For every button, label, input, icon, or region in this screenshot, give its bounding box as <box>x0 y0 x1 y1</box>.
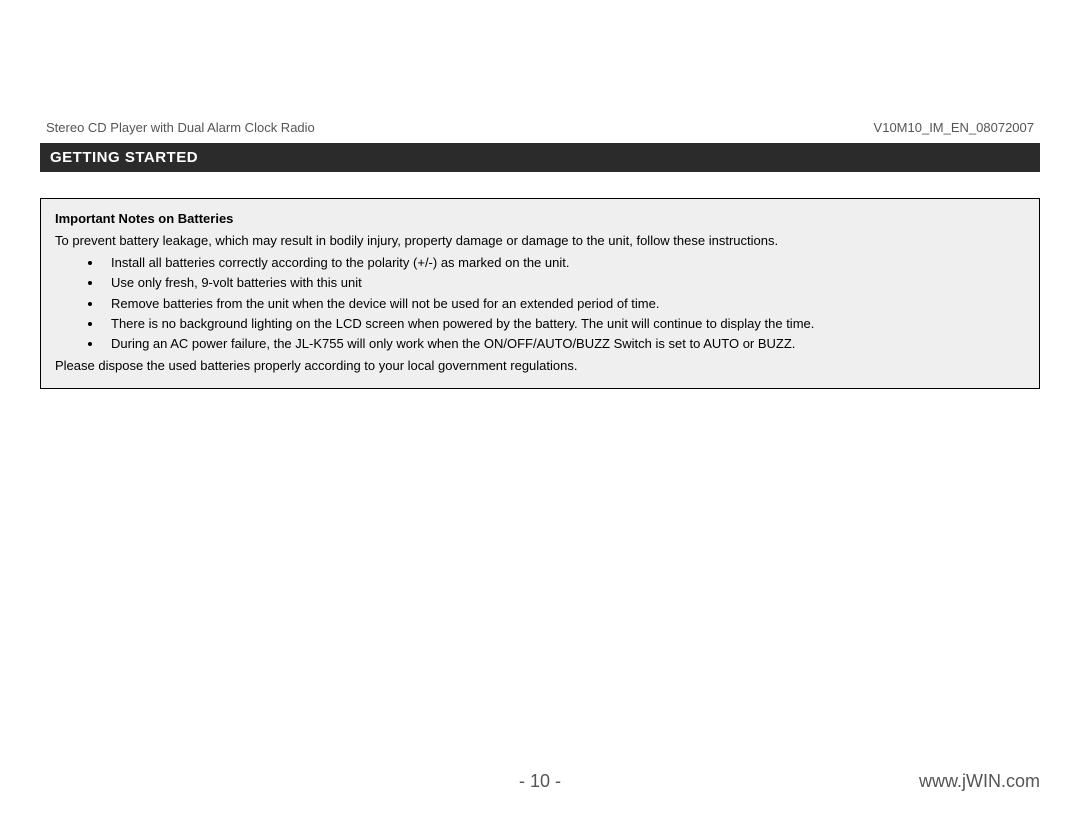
notes-outro-text: Please dispose the used batteries proper… <box>55 356 1025 376</box>
page-footer: - 10 - www.jWIN.com <box>40 771 1040 792</box>
notes-heading: Important Notes on Batteries <box>55 209 1025 229</box>
list-item: There is no background lighting on the L… <box>103 314 1025 334</box>
list-item: Remove batteries from the unit when the … <box>103 294 1025 314</box>
list-item: Install all batteries correctly accordin… <box>103 253 1025 273</box>
footer-website: www.jWIN.com <box>919 771 1040 792</box>
list-item: During an AC power failure, the JL-K755 … <box>103 334 1025 354</box>
document-id: V10M10_IM_EN_08072007 <box>874 120 1034 135</box>
section-title-bar: GETTING STARTED <box>40 143 1040 172</box>
list-item: Use only fresh, 9-volt batteries with th… <box>103 273 1025 293</box>
product-name: Stereo CD Player with Dual Alarm Clock R… <box>46 120 315 135</box>
manual-page: Stereo CD Player with Dual Alarm Clock R… <box>0 0 1080 834</box>
page-number: - 10 - <box>519 771 561 792</box>
page-header: Stereo CD Player with Dual Alarm Clock R… <box>40 120 1040 141</box>
section-title: GETTING STARTED <box>50 149 198 166</box>
notes-bullet-list: Install all batteries correctly accordin… <box>55 253 1025 354</box>
notes-intro-text: To prevent battery leakage, which may re… <box>55 231 1025 251</box>
battery-notes-box: Important Notes on Batteries To prevent … <box>40 198 1040 389</box>
